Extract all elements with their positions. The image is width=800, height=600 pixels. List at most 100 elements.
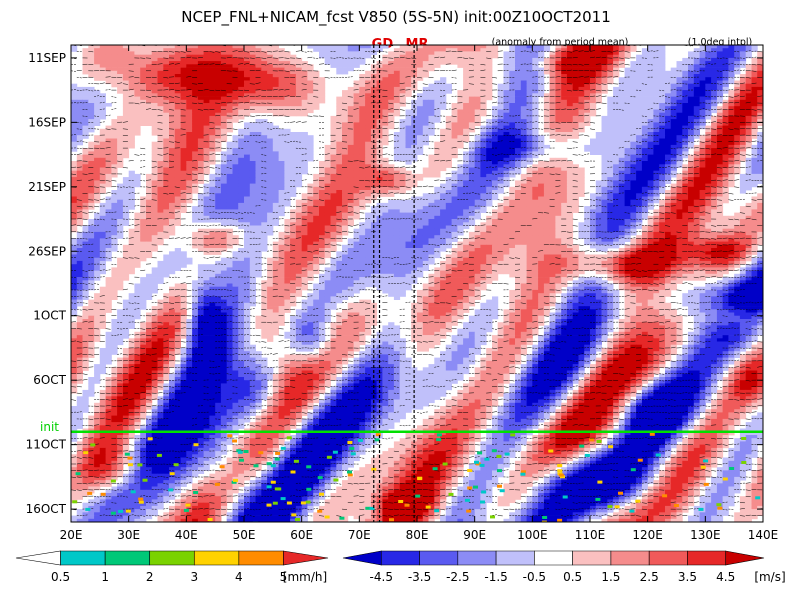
heat-cell bbox=[238, 193, 245, 197]
heat-cell bbox=[330, 173, 337, 178]
heat-cell bbox=[688, 54, 695, 59]
heat-cell bbox=[267, 141, 274, 146]
heat-cell bbox=[590, 151, 597, 155]
heat-cell bbox=[220, 77, 228, 81]
heat-cell bbox=[532, 48, 539, 52]
heat-cell bbox=[734, 48, 741, 52]
heat-cell bbox=[474, 177, 481, 181]
heat-cell bbox=[705, 93, 712, 97]
heat-cell bbox=[209, 54, 216, 59]
heat-cell bbox=[618, 112, 625, 117]
heat-cell bbox=[174, 109, 181, 114]
heat-cell bbox=[238, 106, 245, 110]
heat-cell bbox=[88, 148, 95, 152]
heat-cell bbox=[445, 90, 452, 94]
heat-cell bbox=[601, 48, 608, 52]
heat-cell bbox=[728, 144, 735, 149]
heat-cell bbox=[128, 177, 135, 181]
heat-cell bbox=[578, 119, 585, 123]
heat-cell bbox=[342, 51, 349, 55]
heat-cell bbox=[180, 193, 187, 197]
heat-cell bbox=[71, 128, 78, 133]
heat-cell bbox=[359, 54, 366, 59]
heat-cell bbox=[88, 128, 95, 133]
heat-cell bbox=[232, 164, 239, 168]
heat-cell bbox=[578, 190, 585, 194]
heat-cell bbox=[71, 83, 78, 88]
heat-cell bbox=[290, 61, 297, 65]
heat-cell bbox=[653, 103, 660, 107]
heat-cell bbox=[555, 80, 562, 85]
heat-cell bbox=[463, 119, 470, 123]
heat-cell bbox=[99, 161, 106, 165]
heat-cell bbox=[555, 86, 562, 91]
heat-cell bbox=[676, 125, 683, 130]
heat-cell bbox=[393, 199, 401, 204]
heat-cell bbox=[468, 157, 476, 162]
heat-cell bbox=[140, 67, 147, 72]
heat-cell bbox=[636, 148, 643, 152]
heat-cell bbox=[728, 96, 735, 101]
heat-cell bbox=[295, 151, 303, 155]
heat-cell bbox=[653, 67, 660, 72]
heat-cell bbox=[82, 170, 89, 175]
heat-cell bbox=[474, 57, 481, 62]
heat-cell bbox=[659, 57, 666, 62]
heat-cell bbox=[105, 151, 112, 155]
heat-cell bbox=[163, 61, 170, 65]
heat-cell bbox=[468, 51, 476, 55]
heat-cell bbox=[739, 190, 747, 194]
heat-cell bbox=[134, 51, 141, 55]
heat-cell bbox=[716, 115, 724, 120]
heat-cell bbox=[417, 132, 424, 136]
heat-cell bbox=[757, 54, 763, 59]
heat-cell bbox=[186, 77, 193, 81]
heat-cell bbox=[146, 183, 153, 188]
heat-cell bbox=[94, 106, 101, 110]
heat-cell bbox=[244, 193, 251, 197]
heat-cell bbox=[566, 51, 574, 55]
heat-cell bbox=[82, 112, 89, 117]
heat-cell bbox=[249, 177, 256, 181]
heat-cell bbox=[515, 112, 522, 117]
heat-cell bbox=[393, 135, 401, 139]
heat-cell bbox=[561, 167, 568, 172]
heat-cell bbox=[440, 93, 447, 97]
heat-cell bbox=[388, 115, 395, 120]
heat-cell bbox=[601, 80, 608, 85]
heat-cell bbox=[226, 48, 233, 52]
heat-cell bbox=[163, 154, 170, 159]
heat-cell bbox=[728, 115, 735, 120]
heat-cell bbox=[71, 93, 78, 97]
heat-cell bbox=[186, 157, 193, 162]
heat-cell bbox=[711, 161, 718, 165]
heat-cell bbox=[417, 74, 424, 78]
heat-cell bbox=[486, 119, 493, 123]
heat-cell bbox=[722, 177, 729, 181]
heat-cell bbox=[497, 99, 504, 104]
heat-cell bbox=[670, 86, 677, 91]
heat-cell bbox=[82, 48, 89, 52]
heat-cell bbox=[261, 183, 268, 188]
heat-cell bbox=[739, 90, 747, 94]
heat-cell bbox=[751, 57, 758, 62]
heat-cell bbox=[174, 64, 181, 68]
heat-cell bbox=[566, 164, 574, 168]
heat-cell bbox=[278, 106, 285, 110]
heat-cell bbox=[474, 167, 481, 172]
heat-cell bbox=[105, 202, 112, 207]
heat-cell bbox=[728, 70, 735, 75]
heat-cell bbox=[336, 112, 343, 117]
heat-cell bbox=[693, 80, 700, 85]
heat-cell bbox=[440, 99, 447, 104]
heat-cell bbox=[509, 157, 516, 162]
heat-cell bbox=[647, 157, 654, 162]
heat-cell bbox=[347, 177, 354, 181]
heat-cell bbox=[336, 119, 343, 123]
heat-cell bbox=[641, 177, 649, 181]
heat-cell bbox=[451, 119, 458, 123]
heat-cell bbox=[267, 48, 274, 52]
heat-cell bbox=[515, 48, 522, 52]
heat-cell bbox=[699, 144, 706, 149]
heat-cell bbox=[220, 180, 228, 184]
